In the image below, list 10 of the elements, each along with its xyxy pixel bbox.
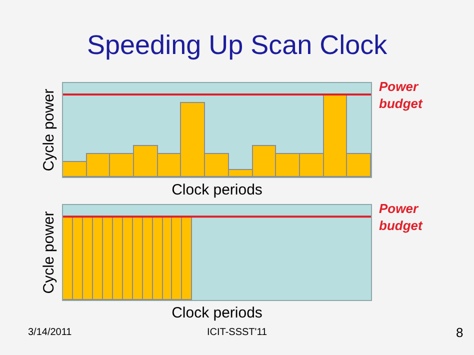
x-axis-title: Clock periods xyxy=(172,181,262,198)
y-axis-title: Cycle power xyxy=(40,88,58,172)
x-axis-title: Clock periods xyxy=(172,304,262,322)
text: 8 xyxy=(456,325,464,340)
text: 3/14/2011 xyxy=(28,327,72,338)
chart-title: Speeding Up Scan Clock xyxy=(87,30,388,60)
ref-line-label: Power budget xyxy=(379,79,423,111)
y-axis-title: Cycle power xyxy=(40,211,58,294)
ref-line-label: Power budget xyxy=(379,201,423,233)
text: ICIT-SSST'11 xyxy=(207,327,268,338)
